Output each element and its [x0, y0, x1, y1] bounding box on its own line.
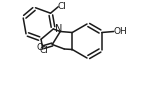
Text: O: O: [37, 43, 44, 52]
Text: Cl: Cl: [58, 2, 67, 11]
Text: Cl: Cl: [39, 46, 48, 55]
Text: N: N: [55, 23, 62, 34]
Text: OH: OH: [113, 27, 127, 36]
